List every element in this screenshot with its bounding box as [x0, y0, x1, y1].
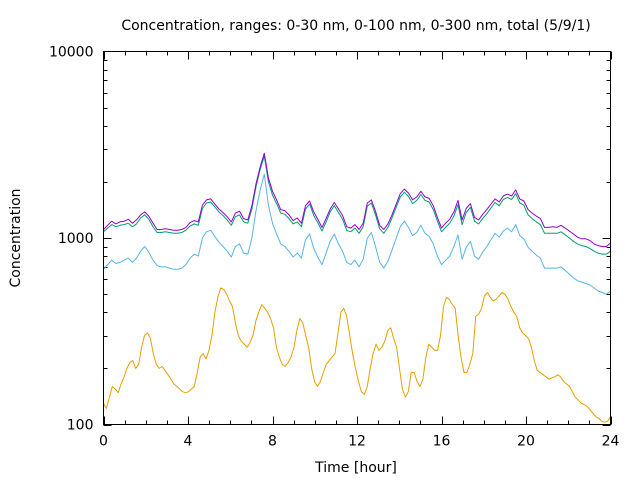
- x-tick-label: 0: [99, 434, 108, 450]
- x-tick-label: 12: [348, 434, 366, 450]
- series-lines: [103, 152, 611, 423]
- y-tick-label: 100: [67, 418, 94, 434]
- x-tick-label: 4: [184, 434, 193, 450]
- series-line-0-30-nm: [103, 287, 611, 423]
- axis-tick-labels: 0 4 8 12 16 20 24 100 1000 10000: [49, 45, 620, 450]
- chart-title: Concentration, ranges: 0-30 nm, 0-100 nm…: [121, 18, 590, 34]
- y-tick-label: 10000: [49, 45, 94, 61]
- series-line-0-300-nm: [103, 155, 611, 255]
- axis-ticks: [103, 51, 612, 426]
- x-tick-label: 20: [517, 434, 535, 450]
- y-tick-label: 1000: [58, 231, 94, 247]
- series-line-0-100-nm: [103, 173, 611, 295]
- x-tick-label: 8: [268, 434, 277, 450]
- x-tick-label: 16: [433, 434, 451, 450]
- plot-frame: [103, 51, 611, 425]
- series-line-total: [103, 152, 611, 247]
- y-axis-label: Concentration: [8, 188, 24, 287]
- x-axis-label: Time [hour]: [314, 460, 397, 476]
- x-tick-label: 24: [602, 434, 620, 450]
